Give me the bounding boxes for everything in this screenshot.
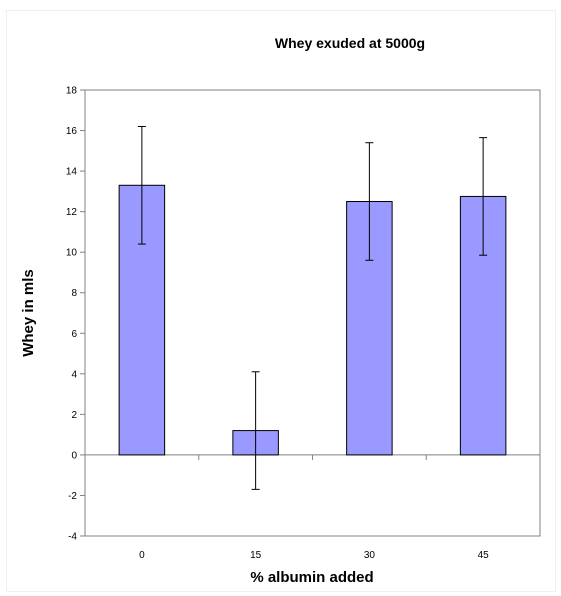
y-axis-title: Whey in mls <box>20 269 37 357</box>
y-tick-label: 8 <box>71 288 77 299</box>
y-tick-label: -4 <box>68 532 77 543</box>
y-tick-label: 2 <box>71 410 77 421</box>
plot-area <box>84 89 541 537</box>
x-tick-label: 15 <box>250 550 262 561</box>
y-tick-label: 16 <box>66 126 78 137</box>
y-tick-label: 0 <box>71 450 77 461</box>
y-tick-label: -2 <box>68 491 77 502</box>
chart-frame <box>6 10 556 592</box>
x-tick-labels: 0 15 30 45 <box>139 550 489 561</box>
chart-title: Whey exuded at 5000g <box>275 35 425 51</box>
y-tick-label: 4 <box>71 369 77 380</box>
y-tick-label: 12 <box>66 207 78 218</box>
y-tick-label: 6 <box>71 329 77 340</box>
x-axis-title: % albumin added <box>250 569 373 586</box>
x-axis <box>84 454 541 460</box>
x-tick-label: 0 <box>139 550 145 561</box>
y-axis: -4 -2 0 2 4 6 8 10 12 14 16 18 <box>66 86 85 543</box>
x-tick-label: 45 <box>478 550 490 561</box>
y-tick-label: 10 <box>66 248 78 259</box>
y-tick-label: 18 <box>66 86 78 97</box>
bars <box>118 125 507 490</box>
x-tick-label: 30 <box>364 550 376 561</box>
y-tick-label: 14 <box>66 167 78 178</box>
